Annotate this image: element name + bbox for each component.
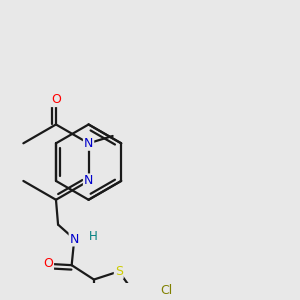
Text: N: N bbox=[84, 174, 93, 188]
Text: O: O bbox=[51, 93, 61, 106]
Text: O: O bbox=[43, 257, 53, 270]
Text: N: N bbox=[84, 137, 93, 150]
Text: S: S bbox=[115, 265, 123, 278]
Text: N: N bbox=[70, 232, 79, 245]
Text: H: H bbox=[88, 230, 97, 243]
Text: Cl: Cl bbox=[160, 284, 172, 297]
